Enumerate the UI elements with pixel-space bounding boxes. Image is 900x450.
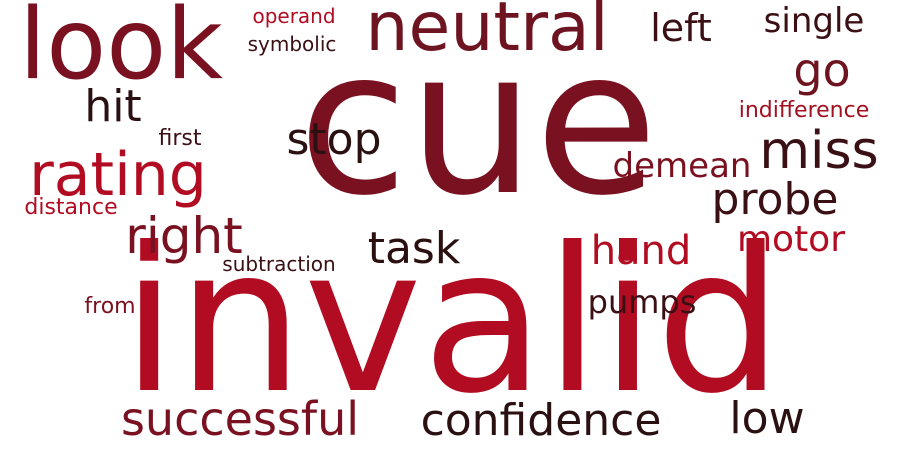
word-subtraction: subtraction xyxy=(222,252,336,276)
word-confidence: confidence xyxy=(420,395,662,446)
word-rating: rating xyxy=(29,140,207,210)
word-probe: probe xyxy=(711,174,839,225)
word-from: from xyxy=(84,294,136,319)
word-look: look xyxy=(19,0,223,102)
word-go: go xyxy=(793,43,851,97)
word-distance: distance xyxy=(24,195,118,220)
word-cue: cue xyxy=(298,7,658,240)
word-pumps: pumps xyxy=(587,283,697,321)
word-hit: hit xyxy=(84,81,142,132)
word-motor: motor xyxy=(736,219,846,260)
word-hand: hand xyxy=(590,228,692,274)
word-left: left xyxy=(650,6,712,50)
word-indifference: indifference xyxy=(738,98,870,123)
word-single: single xyxy=(763,1,865,41)
word-task: task xyxy=(367,223,461,274)
word-first: first xyxy=(158,126,202,151)
word-symbolic: symbolic xyxy=(247,32,337,56)
word-operand: operand xyxy=(252,4,336,28)
word-stop: stop xyxy=(286,114,382,165)
word-neutral: neutral xyxy=(365,0,609,67)
word-low: low xyxy=(729,393,805,444)
word-demean: demean xyxy=(612,146,752,186)
word-successful: successful xyxy=(120,392,360,446)
word-right: right xyxy=(125,207,243,265)
word-invalid: invalid xyxy=(121,205,783,438)
word-miss: miss xyxy=(759,121,879,181)
